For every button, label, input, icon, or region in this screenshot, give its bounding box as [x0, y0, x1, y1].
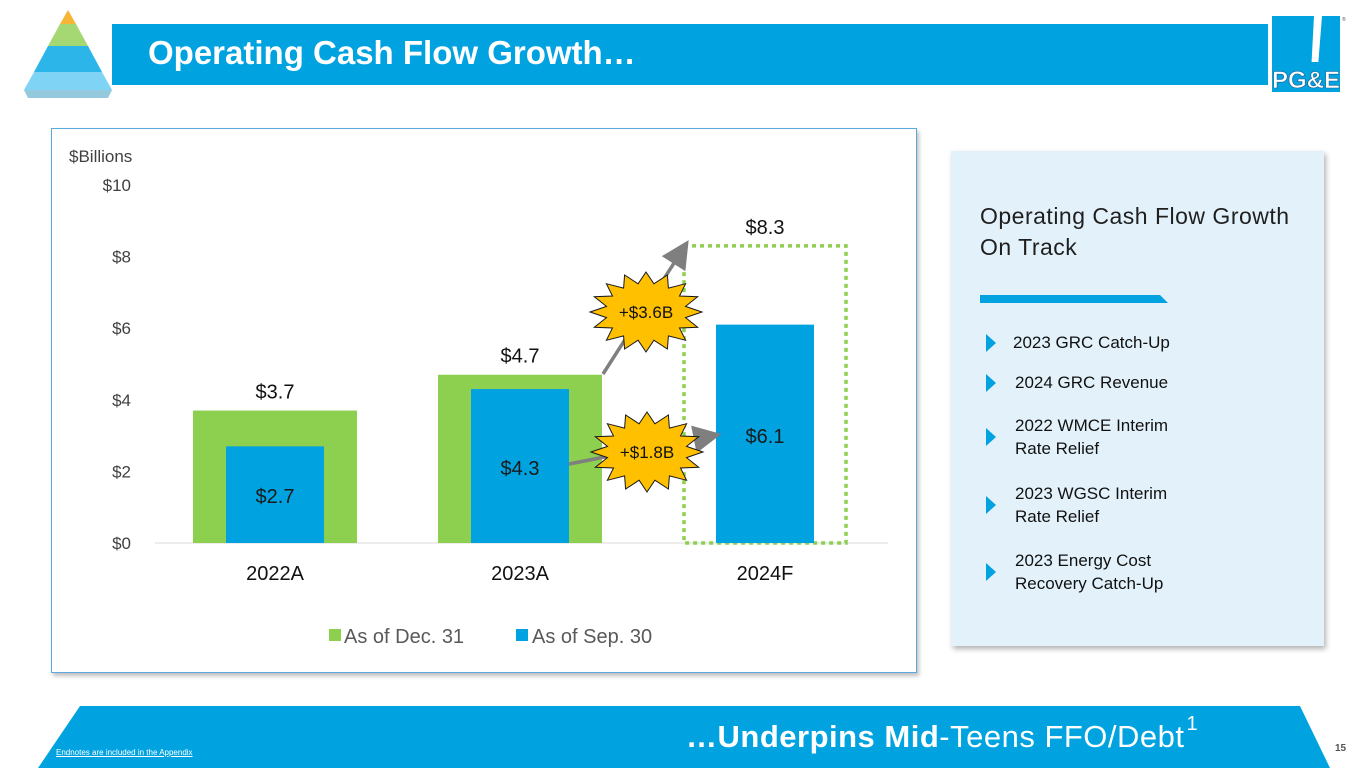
bullet-text: 2022 WMCE Interim Rate Relief — [1015, 416, 1169, 458]
pyramid-icon — [24, 10, 112, 98]
page-number: 15 — [1335, 743, 1347, 754]
footer-regular: -Teens FFO/Debt — [939, 719, 1185, 754]
footer-bold: …Underpins Mid — [686, 719, 940, 754]
svg-text:®: ® — [1342, 16, 1346, 23]
slide-title: Operating Cash Flow Growth… — [148, 34, 636, 71]
logo-text: PG&E — [1272, 67, 1340, 94]
bullet-text: 2023 GRC Catch-Up — [1013, 333, 1170, 352]
bullet-arrow-icon — [985, 427, 997, 452]
bullet-arrow-icon — [985, 562, 997, 587]
bullet-arrow-icon — [985, 495, 997, 520]
title-bar — [112, 24, 1268, 85]
footer-sup: 1 — [1186, 713, 1199, 735]
pge-logo: PG&E ® — [1272, 16, 1346, 94]
panel-title: Operating Cash Flow Growth On Track — [980, 203, 1290, 260]
bullet-arrow-icon — [985, 373, 997, 398]
bullet-text: 2023 Energy Cost Recovery Catch-Up — [1015, 551, 1164, 593]
bullet-arrow-icon — [985, 333, 997, 358]
bullet-text: 2024 GRC Revenue — [1015, 373, 1169, 392]
chart-container — [51, 128, 917, 673]
side-panel — [951, 151, 1324, 646]
footer-tagline: …Underpins Mid-Teens FFO/Debt 1 — [686, 713, 1198, 755]
bullet-text: 2023 WGSC Interim Rate Relief — [1015, 484, 1168, 526]
endnote-link[interactable]: Endnotes are included in the Appendix — [56, 748, 193, 757]
accent-bar — [980, 295, 1168, 303]
footer-banner — [38, 706, 1330, 768]
